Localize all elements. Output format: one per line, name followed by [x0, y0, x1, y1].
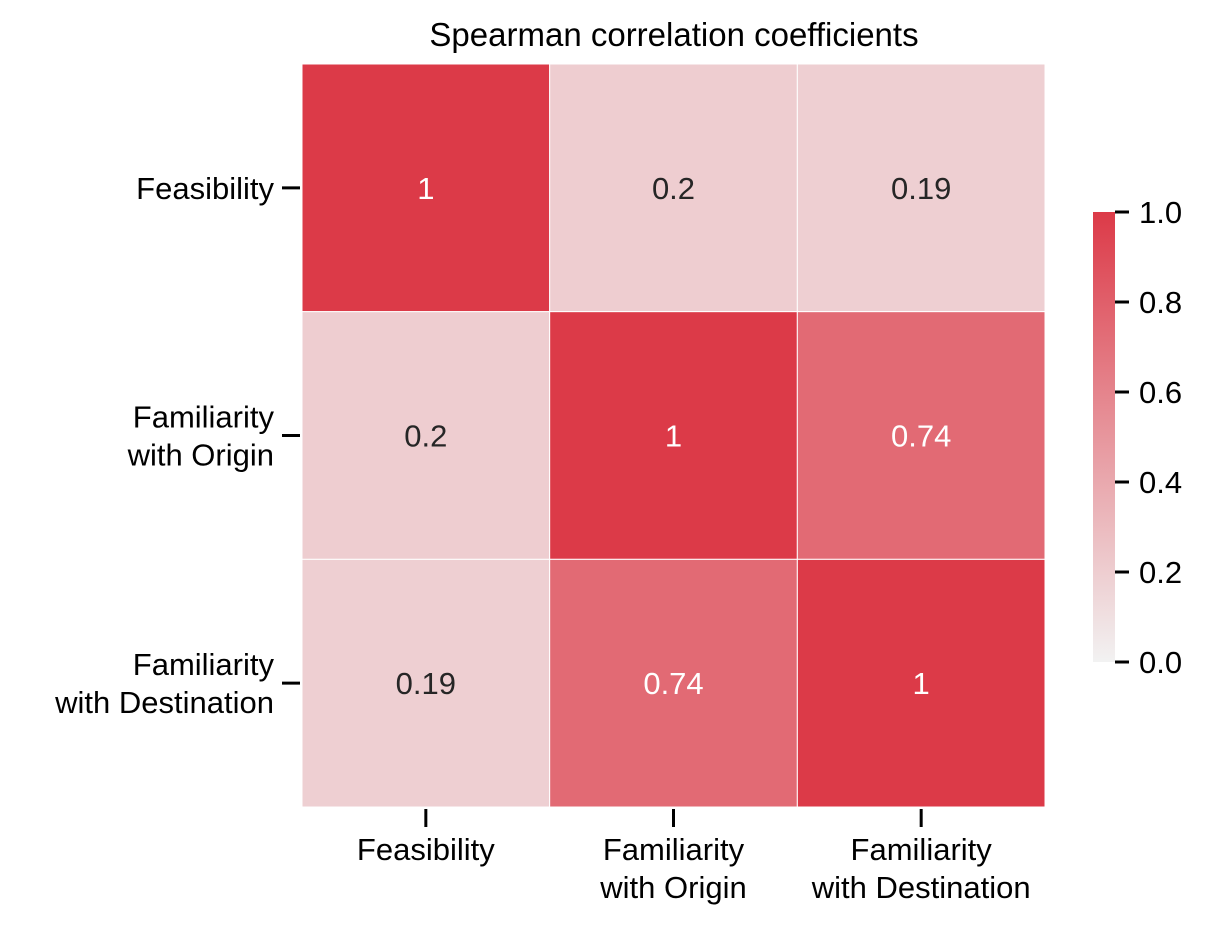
cell-value-label: 0.74 — [891, 419, 951, 454]
heatmap-cell — [549, 311, 798, 560]
heatmap-cell — [549, 63, 798, 313]
colorbar: 0.0 0.2 0.4 0.6 0.8 1.0 — [1093, 195, 1182, 680]
colorbar-tick-label: 0.8 — [1139, 285, 1182, 320]
cell-value-label: 0.2 — [404, 419, 447, 454]
colorbar-tick-label: 0.0 — [1139, 645, 1182, 680]
heatmap-cell — [549, 558, 798, 808]
x-tick-label: with Origin — [599, 870, 746, 905]
chart-title: Spearman correlation coefficients — [429, 16, 918, 53]
heatmap-cell — [796, 311, 1046, 560]
x-tick-label: with Destination — [811, 870, 1031, 905]
y-tick-label: Familiarity — [133, 647, 275, 682]
y-tick-label: Familiarity — [133, 400, 275, 435]
heatmap-cell-labels: 1 0.2 0.19 0.2 1 0.74 0.19 0.74 1 — [396, 171, 952, 701]
heatmap-cell — [301, 558, 551, 808]
cell-value-label: 0.2 — [652, 171, 695, 206]
y-tick-label: with Origin — [127, 438, 274, 473]
cell-value-label: 1 — [913, 666, 930, 701]
cell-value-label: 0.19 — [396, 666, 456, 701]
x-tick-label: Feasibility — [357, 832, 495, 867]
colorbar-gradient — [1093, 212, 1115, 662]
heatmap-cell — [301, 63, 551, 313]
cell-value-label: 0.19 — [891, 171, 951, 206]
colorbar-tick-label: 1.0 — [1139, 195, 1182, 230]
x-tick-label: Familiarity — [851, 832, 993, 867]
colorbar-tick-label: 0.6 — [1139, 375, 1182, 410]
cell-value-label: 1 — [417, 171, 434, 206]
y-tick-label: Feasibility — [136, 171, 274, 206]
heatmap-cell — [796, 63, 1046, 313]
colorbar-tick-label: 0.2 — [1139, 555, 1182, 590]
colorbar-tick-label: 0.4 — [1139, 465, 1182, 500]
heatmap-cell — [301, 311, 551, 560]
cell-value-label: 0.74 — [643, 666, 703, 701]
heatmap-cell — [796, 558, 1046, 808]
heatmap-cells — [301, 63, 1046, 808]
cell-value-label: 1 — [665, 419, 682, 454]
y-tick-label: with Destination — [54, 685, 274, 720]
x-tick-label: Familiarity — [603, 832, 745, 867]
